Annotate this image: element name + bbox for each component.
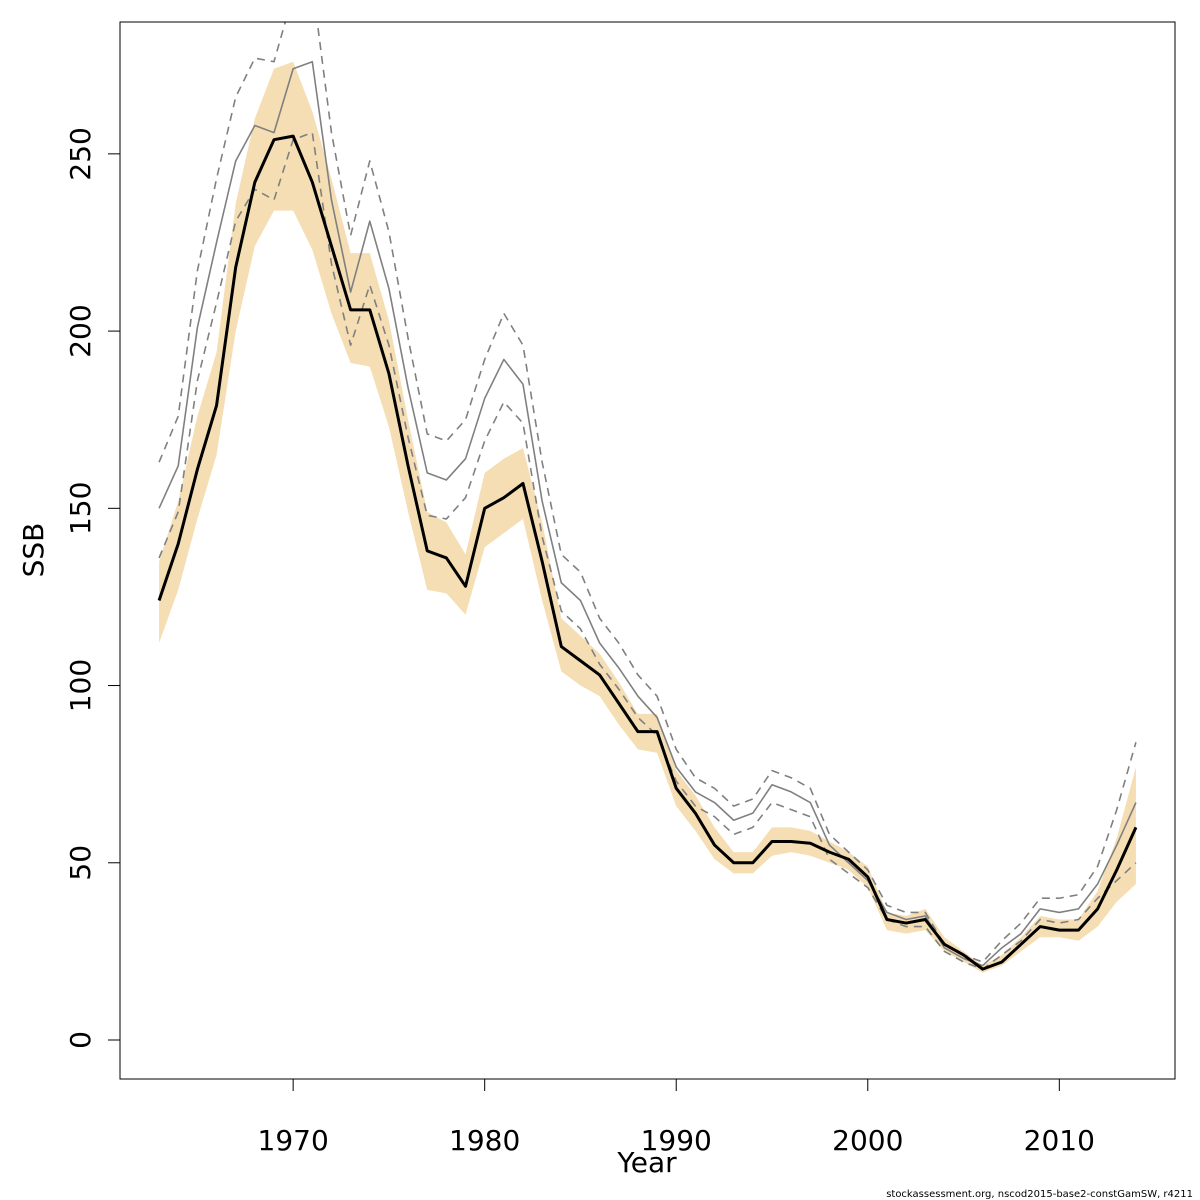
x-tick-label: 2010 [1024,1124,1095,1157]
x-axis-label: Year [616,1146,677,1179]
x-tick-label: 1970 [258,1124,329,1157]
series-line [158,131,1137,970]
series-line [157,134,1138,971]
x-tick-label: 1980 [449,1124,520,1157]
x-tick-label: 2000 [832,1124,903,1157]
y-tick-label: 200 [64,304,97,357]
y-tick-label: 150 [64,482,97,535]
y-tick-label: 250 [64,127,97,180]
x-tick-label: 1990 [641,1124,712,1157]
y-tick-label: 100 [64,659,97,712]
y-tick-label: 0 [64,1031,97,1049]
confidence-band [159,61,1136,973]
y-axis-label: SSB [17,523,50,578]
series-line [158,22,1137,963]
plot-area [157,22,1138,973]
footer: stockassessment.org, nscod2015-base2-con… [886,1189,1193,1200]
y-tick-label: 50 [64,845,97,881]
plot-frame [119,21,1176,1080]
